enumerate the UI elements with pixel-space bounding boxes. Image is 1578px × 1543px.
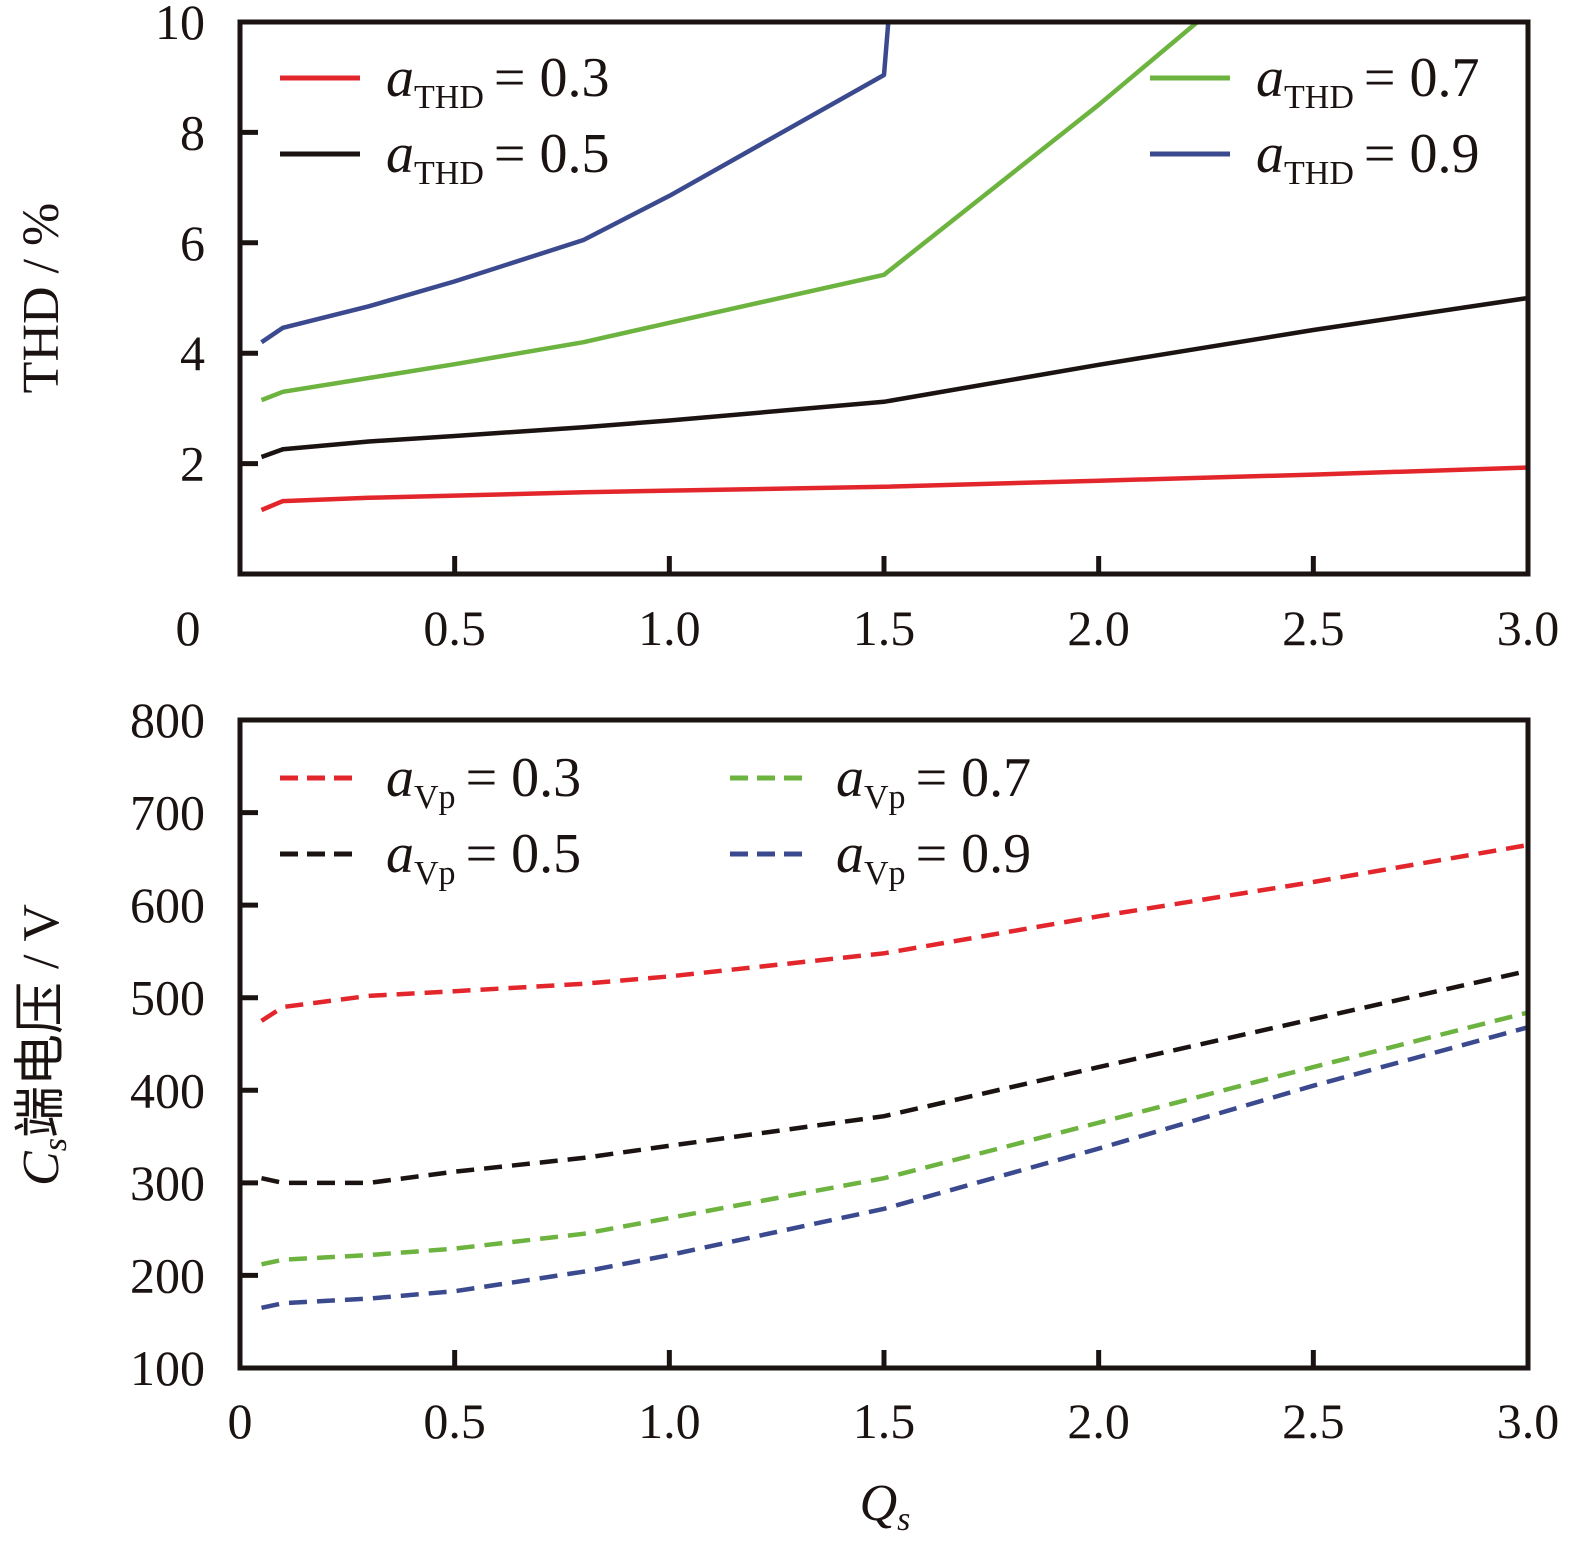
volt-x-tick-label: 0.5: [423, 1393, 486, 1449]
thd-legend-label: aTHD = 0.5: [386, 123, 609, 192]
volt-legend-item: aVp = 0.3: [280, 747, 581, 816]
volt-x-tick-label: 2.5: [1282, 1393, 1345, 1449]
thd-plot: 0.5 1.0 1.5 2.0 2.5 3.0 2 4 6 8 10 0 THD / % aTHD =…: [13, 0, 1559, 656]
volt-y-tick-label: 800: [130, 692, 205, 748]
thd-y-tick-label: 6: [180, 215, 205, 271]
voltage-legend: aVp = 0.3 aVp = 0.5 aVp = 0.7 aVp = 0.9: [280, 747, 1031, 892]
thd-ticks: 0.5 1.0 1.5 2.0 2.5 3.0 2 4 6 8 10: [155, 0, 1559, 656]
thd-x-tick-label: 1.5: [853, 600, 916, 656]
voltage-x-axis-label: Qs: [860, 1475, 911, 1538]
volt-y-tick-label: 600: [130, 877, 205, 933]
voltage-ticks: 0 0.5 1.0 1.5 2.0 2.5 3.0 100 200 300 400 500 600 700…: [130, 692, 1559, 1449]
svg-text:Qs: Qs: [860, 1475, 911, 1538]
thd-y-tick-label: 8: [180, 104, 205, 160]
volt-x-tick-label: 2.0: [1067, 1393, 1130, 1449]
volt-legend-item: aVp = 0.7: [730, 747, 1031, 816]
thd-series-group: [260, 22, 1528, 513]
volt-series-line-0: [260, 842, 1528, 1023]
thd-series-line-3: [260, 22, 891, 345]
thd-y-axis-label: THD / %: [13, 203, 70, 394]
thd-legend-item: aTHD = 0.5: [280, 123, 609, 192]
thd-series-line-1: [260, 295, 1528, 460]
voltage-xlabel-sub: s: [897, 1501, 910, 1538]
thd-x-tick-label: 1.0: [638, 600, 701, 656]
thd-legend-item: aTHD = 0.7: [1150, 47, 1479, 116]
volt-series-line-3: [261, 1025, 1528, 1310]
volt-x-tick-label: 3.0: [1497, 1393, 1560, 1449]
voltage-plot-frame: [237, 717, 1531, 1371]
voltage-ylabel-text: 端电压 / V: [13, 904, 70, 1138]
volt-y-tick-label: 500: [130, 970, 205, 1026]
volt-legend-item: aVp = 0.5: [280, 823, 581, 892]
thd-x-tick-label: 0.5: [423, 600, 486, 656]
thd-legend-item: aTHD = 0.9: [1150, 123, 1479, 192]
thd-legend-label: aTHD = 0.3: [386, 47, 609, 116]
volt-y-tick-label: 200: [130, 1247, 205, 1303]
thd-y-tick-label: 2: [180, 436, 205, 492]
voltage-y-axis-label: Cs端电压 / V: [13, 904, 74, 1186]
volt-y-tick-label: 400: [130, 1062, 205, 1118]
thd-y-tick-label: 4: [180, 325, 205, 381]
thd-legend-label: aTHD = 0.9: [1256, 123, 1479, 192]
thd-legend-item: aTHD = 0.3: [280, 47, 609, 116]
volt-series-line-2: [261, 1010, 1528, 1267]
volt-y-tick-label: 100: [130, 1340, 205, 1396]
thd-legend: aTHD = 0.3 aTHD = 0.5 aTHD = 0.7 aTHD = 0.9: [280, 47, 1479, 192]
thd-series-line-2: [260, 22, 1199, 403]
voltage-xlabel-text: Q: [860, 1475, 898, 1532]
thd-legend-label: aTHD = 0.7: [1256, 47, 1479, 116]
thd-y-tick-label: 10: [155, 0, 205, 50]
volt-legend-label: aVp = 0.9: [836, 823, 1031, 892]
volt-x-tick-label: 1.0: [638, 1393, 701, 1449]
volt-legend-label: aVp = 0.3: [386, 747, 581, 816]
volt-series-line-1: [261, 968, 1528, 1186]
volt-x-tick-label: 1.5: [853, 1393, 916, 1449]
thd-x-tick-label: 3.0: [1497, 600, 1560, 656]
volt-y-tick-label: 300: [130, 1155, 205, 1211]
volt-x-tick-label: 0: [228, 1393, 253, 1449]
thd-series-line-0: [260, 465, 1528, 513]
svg-text:Cs端电压 / V: Cs端电压 / V: [13, 904, 74, 1186]
voltage-ylabel-prefix-sub: s: [37, 1138, 74, 1151]
voltage-plot: 0 0.5 1.0 1.5 2.0 2.5 3.0 100 200 300 400 500 600 700…: [13, 692, 1559, 1538]
thd-origin-label: 0: [176, 600, 201, 656]
volt-legend-label: aVp = 0.5: [386, 823, 581, 892]
thd-x-tick-label: 2.5: [1282, 600, 1345, 656]
voltage-series-group: [260, 842, 1528, 1310]
volt-legend-label: aVp = 0.7: [836, 747, 1031, 816]
thd-x-tick-label: 2.0: [1067, 600, 1130, 656]
volt-y-tick-label: 700: [130, 785, 205, 841]
volt-legend-item: aVp = 0.9: [730, 823, 1031, 892]
voltage-ylabel-prefix: C: [13, 1150, 70, 1186]
